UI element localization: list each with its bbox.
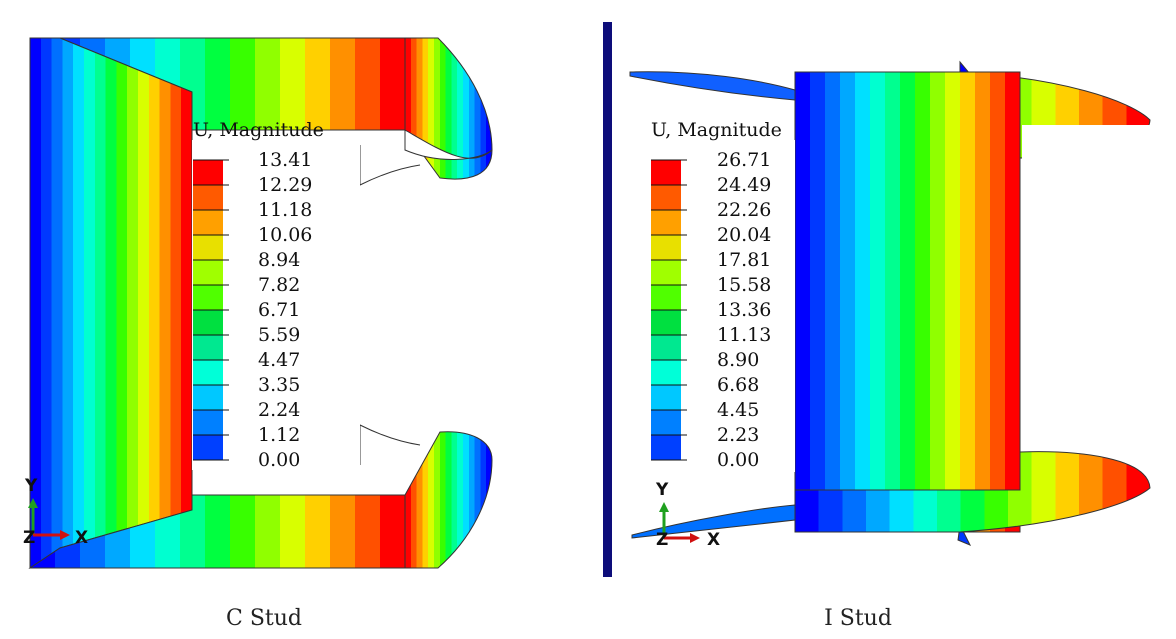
c-stud-caption: C Stud [226,606,302,631]
i-stud-legend-value: 24.49 [717,174,771,196]
c-stud-legend-value: 13.41 [258,149,312,171]
c-stud-legend-swatch [193,260,223,285]
c-stud-triad: Y X Z [23,476,88,548]
c-stud-legend-swatch [193,410,223,435]
i-stud-legend-swatch [651,335,681,360]
i-triad-z-label: Z [656,530,668,550]
i-stud-legend-swatch [651,260,681,285]
c-stud-legend-swatch [193,360,223,385]
i-stud-inner-opening [1022,125,1176,450]
c-stud-legend-value: 8.94 [258,249,300,271]
c-stud-legend-swatch [193,160,223,185]
c-triad-x-arrow [60,530,70,540]
panel-divider [603,22,612,577]
i-stud-legend-swatch [651,285,681,310]
i-stud-legend-swatch [651,385,681,410]
i-stud-legend-swatch [651,160,681,185]
c-stud-legend-swatch [193,210,223,235]
i-stud-legend: U, Magnitude 26.71 24.49 22.26 20.04 17.81 15… [648,119,795,472]
c-stud-bottom-lip [404,431,493,569]
i-stud-legend-title: U, Magnitude [651,119,782,141]
c-stud-legend-value: 12.29 [258,174,312,196]
c-stud-legend-value: 10.06 [258,224,312,246]
c-stud-opening-edge [359,145,421,465]
i-stud-legend-swatch [651,310,681,335]
i-stud-legend-value: 2.23 [717,424,759,446]
i-stud-web [794,71,1021,533]
i-stud-legend-swatch [651,360,681,385]
i-stud-legend-value: 22.26 [717,199,771,221]
i-stud-legend-value: 17.81 [717,249,771,271]
c-stud-legend-value: 6.71 [258,299,300,321]
i-triad-y-arrow [659,502,669,512]
i-stud-legend-value: 6.68 [717,374,759,396]
c-stud-legend-value: 2.24 [258,399,300,421]
i-stud-back-top-flange [629,71,796,101]
i-stud-legend-swatch [651,235,681,260]
c-stud-legend-swatch [193,335,223,360]
c-stud-legend-value: 4.47 [258,349,300,371]
c-stud-legend-value: 11.18 [258,199,312,221]
c-stud-legend: U, Magnitude 13.41 12.29 11.18 10.06 8.94 7.8… [192,119,360,471]
i-stud-bottom-flange [794,451,1151,533]
i-stud-legend-swatch [651,410,681,435]
i-stud-model [629,60,1176,546]
i-stud-legend-value: 20.04 [717,224,771,246]
c-triad-y-arrow [28,498,38,508]
i-triad-x-label: X [707,530,720,550]
i-triad-x-arrow [690,533,700,543]
i-stud-legend-value: 0.00 [717,449,759,471]
c-triad-y-label: Y [24,476,38,496]
i-stud-triad: Y X Z [655,480,720,550]
i-stud-legend-swatch [651,210,681,235]
i-stud-legend-swatch [651,435,681,460]
i-stud-legend-value: 8.90 [717,349,759,371]
c-stud-legend-swatch [193,435,223,460]
i-stud-legend-value: 26.71 [717,149,771,171]
c-stud-legend-swatch [193,310,223,335]
i-stud-legend-value: 13.36 [717,299,771,321]
i-stud-caption: I Stud [824,606,892,631]
i-stud-legend-value: 11.13 [717,324,771,346]
c-stud-legend-value: 1.12 [258,424,300,446]
c-stud-web [29,37,193,569]
c-stud-legend-value: 0.00 [258,449,300,471]
i-triad-y-label: Y [655,480,669,500]
i-stud-legend-value: 15.58 [717,274,771,296]
c-stud-legend-value: 3.35 [258,374,300,396]
c-triad-x-label: X [75,528,88,548]
c-stud-legend-swatch [193,385,223,410]
c-stud-top-lip-inner [404,129,493,160]
c-stud-legend-title: U, Magnitude [193,119,324,141]
c-stud-legend-swatch [193,235,223,260]
i-stud-legend-swatch [651,185,681,210]
c-stud-legend-value: 7.82 [258,274,300,296]
c-stud-legend-value: 5.59 [258,324,300,346]
i-stud-legend-value: 4.45 [717,399,759,421]
c-stud-legend-swatch [193,185,223,210]
c-stud-legend-swatch [193,285,223,310]
c-triad-z-label: Z [23,528,35,548]
